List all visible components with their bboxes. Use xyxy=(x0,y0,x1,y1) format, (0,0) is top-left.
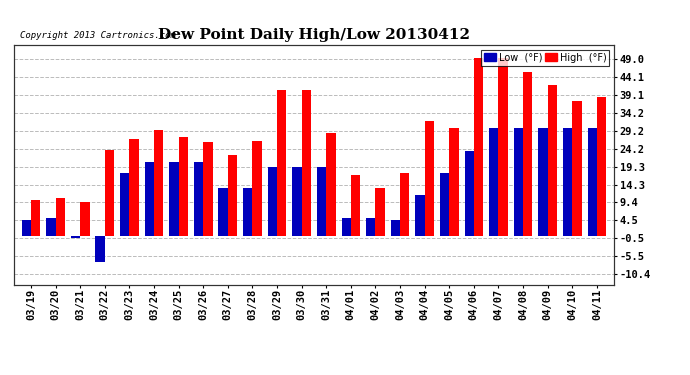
Bar xyxy=(228,155,237,236)
Bar xyxy=(80,202,90,236)
Bar xyxy=(194,162,204,236)
Bar xyxy=(21,220,31,236)
Bar xyxy=(154,130,164,236)
Bar xyxy=(424,121,434,236)
Bar xyxy=(415,195,424,236)
Bar xyxy=(523,72,533,236)
Bar xyxy=(351,175,360,236)
Bar xyxy=(130,139,139,236)
Bar xyxy=(145,162,154,236)
Bar xyxy=(179,137,188,236)
Title: Dew Point Daily High/Low 20130412: Dew Point Daily High/Low 20130412 xyxy=(158,28,470,42)
Bar xyxy=(31,200,41,236)
Bar xyxy=(440,173,449,236)
Bar xyxy=(548,85,557,236)
Bar xyxy=(326,134,335,236)
Bar xyxy=(120,173,130,236)
Bar xyxy=(474,58,483,236)
Bar xyxy=(317,166,326,236)
Legend: Low  (°F), High  (°F): Low (°F), High (°F) xyxy=(481,50,609,66)
Bar xyxy=(587,128,597,236)
Bar xyxy=(514,128,523,236)
Bar xyxy=(105,150,114,236)
Bar xyxy=(169,162,179,236)
Bar xyxy=(597,98,607,236)
Bar xyxy=(391,220,400,236)
Bar xyxy=(71,236,80,238)
Bar xyxy=(464,152,474,236)
Bar xyxy=(219,188,228,236)
Bar xyxy=(253,141,262,236)
Bar xyxy=(366,218,375,236)
Bar xyxy=(449,128,459,236)
Bar xyxy=(204,142,213,236)
Bar xyxy=(563,128,572,236)
Bar xyxy=(46,218,56,236)
Bar xyxy=(243,188,253,236)
Text: Copyright 2013 Cartronics.com: Copyright 2013 Cartronics.com xyxy=(20,31,176,40)
Bar xyxy=(538,128,548,236)
Bar xyxy=(95,236,105,261)
Bar xyxy=(489,128,498,236)
Bar xyxy=(56,198,65,236)
Bar xyxy=(293,166,302,236)
Bar xyxy=(277,90,286,236)
Bar xyxy=(400,173,409,236)
Bar xyxy=(302,90,311,236)
Bar xyxy=(375,188,385,236)
Bar xyxy=(342,218,351,236)
Bar xyxy=(572,101,582,236)
Bar xyxy=(498,58,508,236)
Bar xyxy=(268,166,277,236)
